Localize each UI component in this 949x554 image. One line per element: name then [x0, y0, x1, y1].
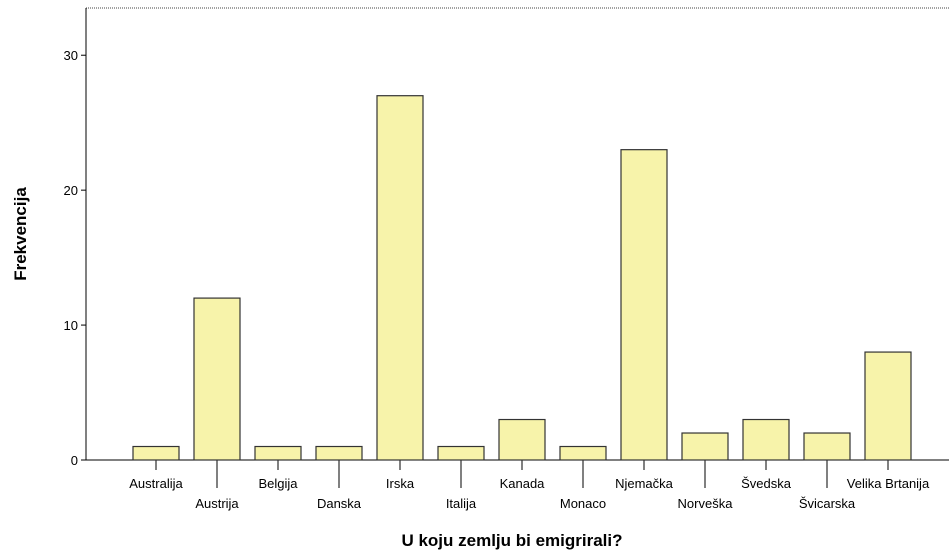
bar [437, 445, 485, 461]
y-tick-label: 20 [64, 183, 78, 198]
bar [498, 418, 546, 461]
x-tick-label: Norveška [678, 496, 734, 511]
y-tick-label: 0 [71, 453, 78, 468]
bar [559, 445, 607, 461]
bar [864, 351, 912, 461]
y-tick-label: 30 [64, 48, 78, 63]
bar [376, 95, 424, 461]
x-tick-label: Švedska [741, 476, 792, 491]
x-tick-label: Austrija [195, 496, 239, 511]
bar [803, 432, 851, 461]
x-tick-label: Švicarska [799, 496, 856, 511]
bar [254, 445, 302, 461]
x-tick-label: Velika Brtanija [847, 476, 930, 491]
x-tick-label: Kanada [500, 476, 546, 491]
y-tick-label: 10 [64, 318, 78, 333]
bar [681, 432, 729, 461]
bar [315, 445, 363, 461]
x-tick-label: Belgija [258, 476, 298, 491]
bar [620, 149, 668, 461]
x-axis-title: U koju zemlju bi emigrirali? [401, 531, 622, 550]
y-axis-title: Frekvencija [11, 187, 30, 281]
bar [132, 445, 180, 461]
x-tick-label: Danska [317, 496, 362, 511]
x-tick-label: Italija [446, 496, 477, 511]
x-tick-label: Monaco [560, 496, 606, 511]
bar [193, 297, 241, 461]
x-tick-label: Njemačka [615, 476, 674, 491]
bar [742, 418, 790, 461]
x-tick-label: Australija [129, 476, 183, 491]
x-tick-label: Irska [386, 476, 415, 491]
